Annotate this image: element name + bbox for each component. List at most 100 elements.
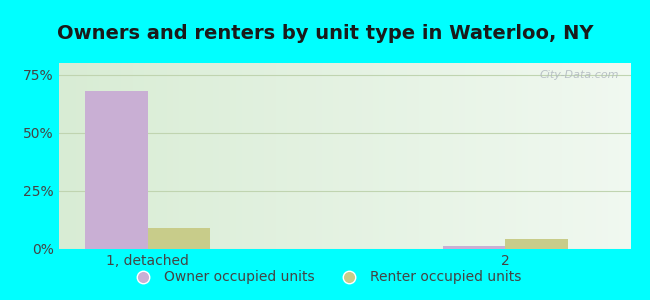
Bar <box>122 63 127 249</box>
Bar <box>196 63 202 249</box>
Bar <box>253 63 259 249</box>
Bar <box>58 63 64 249</box>
Bar <box>144 63 150 249</box>
Bar <box>230 63 236 249</box>
Bar <box>161 63 167 249</box>
Bar <box>385 63 390 249</box>
Bar <box>310 63 316 249</box>
Bar <box>567 63 573 249</box>
Bar <box>619 63 625 249</box>
Bar <box>390 63 396 249</box>
Bar <box>242 63 247 249</box>
Bar <box>367 63 373 249</box>
Bar <box>276 63 281 249</box>
Bar <box>590 63 596 249</box>
Bar <box>110 63 116 249</box>
Bar <box>361 63 367 249</box>
Bar <box>556 63 562 249</box>
Bar <box>185 63 190 249</box>
Bar <box>602 63 608 249</box>
Bar <box>459 63 465 249</box>
Bar <box>373 63 379 249</box>
Bar <box>585 63 590 249</box>
Bar <box>133 63 138 249</box>
Bar <box>516 63 522 249</box>
Bar <box>127 63 133 249</box>
Bar <box>167 63 173 249</box>
Bar <box>506 238 568 249</box>
Bar <box>304 63 310 249</box>
Bar <box>447 63 453 249</box>
Bar <box>93 63 99 249</box>
Text: City-Data.com: City-Data.com <box>540 70 619 80</box>
Bar <box>573 63 579 249</box>
Bar <box>202 63 207 249</box>
Bar <box>551 63 556 249</box>
Bar <box>413 63 419 249</box>
Bar <box>482 63 488 249</box>
Bar <box>247 63 253 249</box>
Text: Owners and renters by unit type in Waterloo, NY: Owners and renters by unit type in Water… <box>57 24 593 43</box>
Bar <box>350 63 356 249</box>
Bar <box>236 63 242 249</box>
Bar <box>522 63 528 249</box>
Bar <box>224 63 230 249</box>
Bar <box>562 63 567 249</box>
Bar <box>545 63 551 249</box>
Bar <box>218 63 224 249</box>
Bar <box>596 63 602 249</box>
Bar <box>510 63 516 249</box>
Bar <box>333 63 339 249</box>
Bar <box>424 63 430 249</box>
Bar <box>528 63 533 249</box>
Bar <box>625 63 630 249</box>
Bar <box>476 63 482 249</box>
Bar <box>87 63 93 249</box>
Bar <box>259 63 265 249</box>
Bar <box>116 63 122 249</box>
Bar <box>504 63 510 249</box>
Bar <box>430 63 436 249</box>
Bar <box>539 63 545 249</box>
Bar <box>156 63 161 249</box>
Bar <box>299 63 304 249</box>
Bar <box>138 63 144 249</box>
Bar <box>471 63 476 249</box>
Bar <box>270 63 276 249</box>
Bar <box>608 63 614 249</box>
Bar <box>379 63 385 249</box>
Bar <box>419 63 424 249</box>
Bar <box>322 63 328 249</box>
Bar <box>81 63 87 249</box>
Bar <box>179 63 185 249</box>
Bar <box>465 63 471 249</box>
Bar <box>281 63 287 249</box>
Legend: Owner occupied units, Renter occupied units: Owner occupied units, Renter occupied un… <box>124 265 526 290</box>
Bar <box>614 63 619 249</box>
Bar <box>70 63 75 249</box>
Bar <box>356 63 361 249</box>
Bar <box>207 63 213 249</box>
Bar <box>99 63 104 249</box>
Bar <box>287 63 293 249</box>
Bar <box>190 63 196 249</box>
Bar <box>213 63 218 249</box>
Bar <box>436 63 442 249</box>
Bar <box>488 63 493 249</box>
Bar <box>344 63 350 249</box>
Bar <box>85 91 148 249</box>
Bar <box>443 245 506 249</box>
Bar <box>402 63 408 249</box>
Bar <box>293 63 299 249</box>
Bar <box>173 63 179 249</box>
Bar <box>265 63 270 249</box>
Bar <box>328 63 333 249</box>
Bar <box>442 63 447 249</box>
Bar <box>64 63 70 249</box>
Bar <box>453 63 459 249</box>
Bar <box>316 63 322 249</box>
Bar <box>148 228 211 249</box>
Bar <box>339 63 345 249</box>
Bar <box>150 63 156 249</box>
Bar <box>396 63 402 249</box>
